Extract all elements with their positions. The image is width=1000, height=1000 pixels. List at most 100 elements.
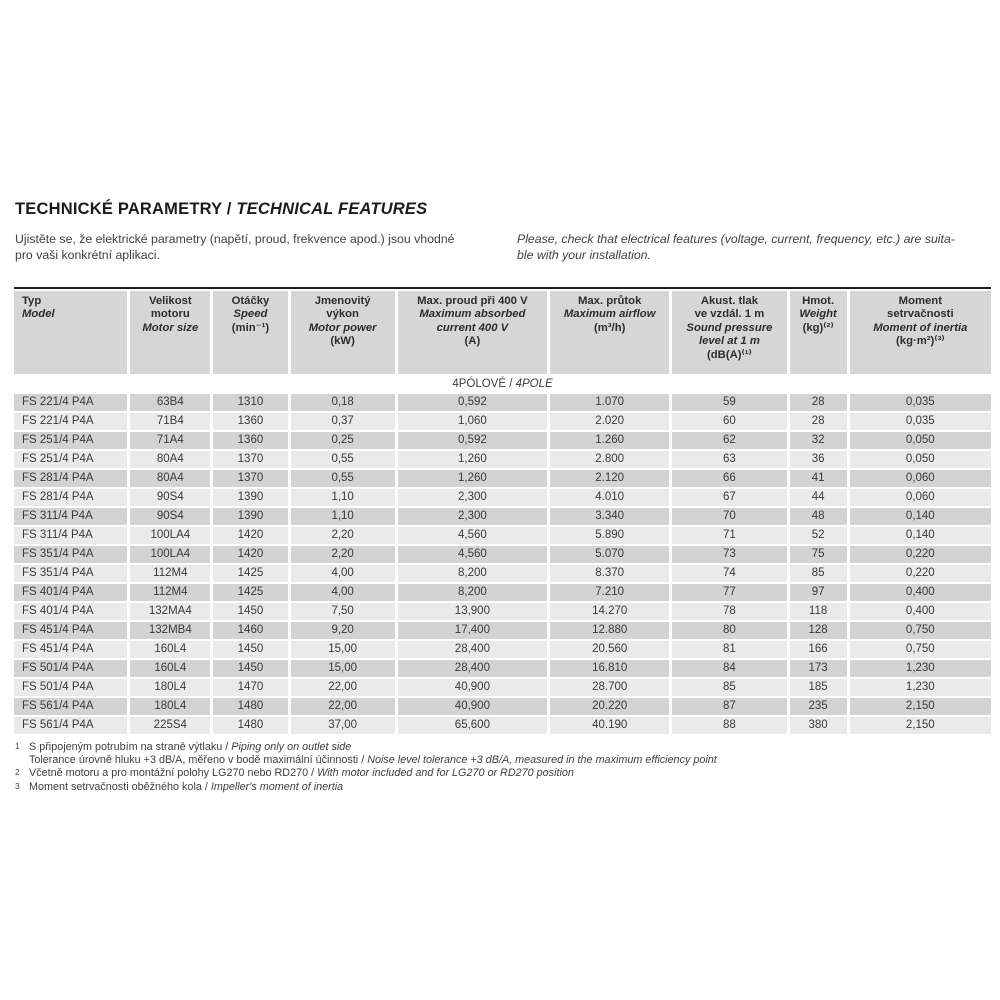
cell-max-proud: 2,300 [397, 489, 548, 506]
cell-akust-tlak: 80 [672, 622, 787, 639]
table-body: FS 221/4 P4A 63B4 1310 0,18 0,592 1.070 59 28 0,… [14, 394, 991, 734]
cell-jmenovity-vykon: 15,00 [290, 641, 395, 658]
cell-max-prutok: 3.340 [550, 508, 670, 525]
cell-moment-setrvacnosti: 0,400 [849, 603, 991, 620]
cell-akust-tlak: 63 [672, 451, 787, 468]
cell-velikost-motoru: 132MB4 [130, 622, 211, 639]
cell-jmenovity-vykon: 15,00 [290, 660, 395, 677]
cell-otacky: 1370 [213, 470, 288, 487]
cell-max-prutok: 7.210 [550, 584, 670, 601]
cell-max-proud: 65,600 [397, 717, 548, 734]
cell-otacky: 1450 [213, 660, 288, 677]
cell-jmenovity-vykon: 0,18 [290, 394, 395, 411]
cell-typ: FS 221/4 P4A [14, 394, 128, 411]
cell-max-prutok: 20.220 [550, 698, 670, 715]
cell-velikost-motoru: 80A4 [130, 470, 211, 487]
table-row: FS 401/4 P4A 112M4 1425 4,00 8,200 7.210 77 97 0… [14, 584, 991, 601]
cell-jmenovity-vykon: 1,10 [290, 489, 395, 506]
cell-max-proud: 28,400 [397, 660, 548, 677]
cell-velikost-motoru: 160L4 [130, 641, 211, 658]
cell-velikost-motoru: 180L4 [130, 698, 211, 715]
cell-moment-setrvacnosti: 0,060 [849, 470, 991, 487]
cell-jmenovity-vykon: 0,55 [290, 470, 395, 487]
cell-max-proud: 4,560 [397, 546, 548, 563]
column-header-akust-tlak: Akust. tlak ve vzdál. 1 m Sound pressure le… [672, 291, 787, 374]
cell-akust-tlak: 78 [672, 603, 787, 620]
cell-velikost-motoru: 71A4 [130, 432, 211, 449]
cell-max-prutok: 2.800 [550, 451, 670, 468]
cell-moment-setrvacnosti: 0,050 [849, 451, 991, 468]
table-row: FS 561/4 P4A 225S4 1480 37,00 65,600 40.190 88… [14, 717, 991, 734]
cell-akust-tlak: 74 [672, 565, 787, 582]
footnotes: 1 S připojeným potrubím na straně výtlaku… [15, 741, 990, 794]
cell-velikost-motoru: 63B4 [130, 394, 211, 411]
page-title: TECHNICKÉ PARAMETRY / TECHNICAL FEATURES [15, 200, 427, 219]
cell-otacky: 1310 [213, 394, 288, 411]
cell-otacky: 1425 [213, 584, 288, 601]
cell-typ: FS 561/4 P4A [14, 717, 128, 734]
section-label-czech: 4PÓLOVÉ / [452, 378, 516, 390]
cell-max-prutok: 4.010 [550, 489, 670, 506]
cell-hmot: 41 [789, 470, 847, 487]
intro-english: Please, check that electrical features (… [517, 232, 955, 262]
table-header-row: Typ Model Velikost motoru Motor size Otáčky Sp… [14, 291, 991, 374]
cell-max-proud: 4,560 [397, 527, 548, 544]
cell-hmot: 173 [789, 660, 847, 677]
cell-typ: FS 221/4 P4A [14, 413, 128, 430]
cell-max-prutok: 5.890 [550, 527, 670, 544]
cell-otacky: 1370 [213, 451, 288, 468]
cell-otacky: 1480 [213, 698, 288, 715]
cell-akust-tlak: 67 [672, 489, 787, 506]
cell-hmot: 380 [789, 717, 847, 734]
cell-akust-tlak: 71 [672, 527, 787, 544]
cell-max-prutok: 8.370 [550, 565, 670, 582]
footnote-text: Včetně motoru a pro montážní polohy LG27… [29, 767, 574, 780]
cell-hmot: 75 [789, 546, 847, 563]
footnote-1: 1 S připojeným potrubím na straně výtlaku… [15, 741, 990, 754]
cell-typ: FS 561/4 P4A [14, 698, 128, 715]
column-header-typ: Typ Model [14, 291, 128, 374]
table-row: FS 221/4 P4A 63B4 1310 0,18 0,592 1.070 59 28 0,… [14, 394, 991, 411]
cell-velikost-motoru: 160L4 [130, 660, 211, 677]
cell-velikost-motoru: 100LA4 [130, 546, 211, 563]
table-row: FS 311/4 P4A 90S4 1390 1,10 2,300 3.340 70 48 0,… [14, 508, 991, 525]
cell-max-prutok: 1.070 [550, 394, 670, 411]
table-top-rule [14, 287, 991, 289]
cell-jmenovity-vykon: 1,10 [290, 508, 395, 525]
column-header-otacky: Otáčky Speed (min⁻¹) [213, 291, 288, 374]
cell-velikost-motoru: 71B4 [130, 413, 211, 430]
cell-hmot: 28 [789, 394, 847, 411]
cell-hmot: 32 [789, 432, 847, 449]
intro-czech: Ujistěte se, že elektrické parametry (na… [15, 232, 455, 262]
cell-max-proud: 17,400 [397, 622, 548, 639]
cell-jmenovity-vykon: 9,20 [290, 622, 395, 639]
cell-moment-setrvacnosti: 0,220 [849, 565, 991, 582]
cell-akust-tlak: 77 [672, 584, 787, 601]
table-row: FS 451/4 P4A 132MB4 1460 9,20 17,400 12.880 80… [14, 622, 991, 639]
cell-velikost-motoru: 180L4 [130, 679, 211, 696]
cell-otacky: 1470 [213, 679, 288, 696]
cell-max-proud: 40,900 [397, 679, 548, 696]
cell-hmot: 166 [789, 641, 847, 658]
footnote-2: 2 Včetně motoru a pro montážní polohy LG2… [15, 767, 990, 780]
cell-otacky: 1420 [213, 527, 288, 544]
cell-akust-tlak: 59 [672, 394, 787, 411]
cell-jmenovity-vykon: 2,20 [290, 546, 395, 563]
footnote-marker: 1 [15, 741, 20, 751]
column-header-max-prutok: Max. průtok Maximum airflow (m³/h) [550, 291, 670, 374]
cell-max-proud: 8,200 [397, 584, 548, 601]
cell-max-proud: 2,300 [397, 508, 548, 525]
cell-max-proud: 8,200 [397, 565, 548, 582]
cell-moment-setrvacnosti: 2,150 [849, 717, 991, 734]
cell-jmenovity-vykon: 4,00 [290, 565, 395, 582]
column-header-velikost-motoru: Velikost motoru Motor size [130, 291, 211, 374]
cell-akust-tlak: 85 [672, 679, 787, 696]
cell-moment-setrvacnosti: 0,140 [849, 527, 991, 544]
spec-table: Typ Model Velikost motoru Motor size Otáčky Sp… [11, 289, 994, 736]
cell-jmenovity-vykon: 4,00 [290, 584, 395, 601]
cell-akust-tlak: 84 [672, 660, 787, 677]
cell-hmot: 28 [789, 413, 847, 430]
cell-jmenovity-vykon: 37,00 [290, 717, 395, 734]
cell-max-proud: 1,260 [397, 451, 548, 468]
